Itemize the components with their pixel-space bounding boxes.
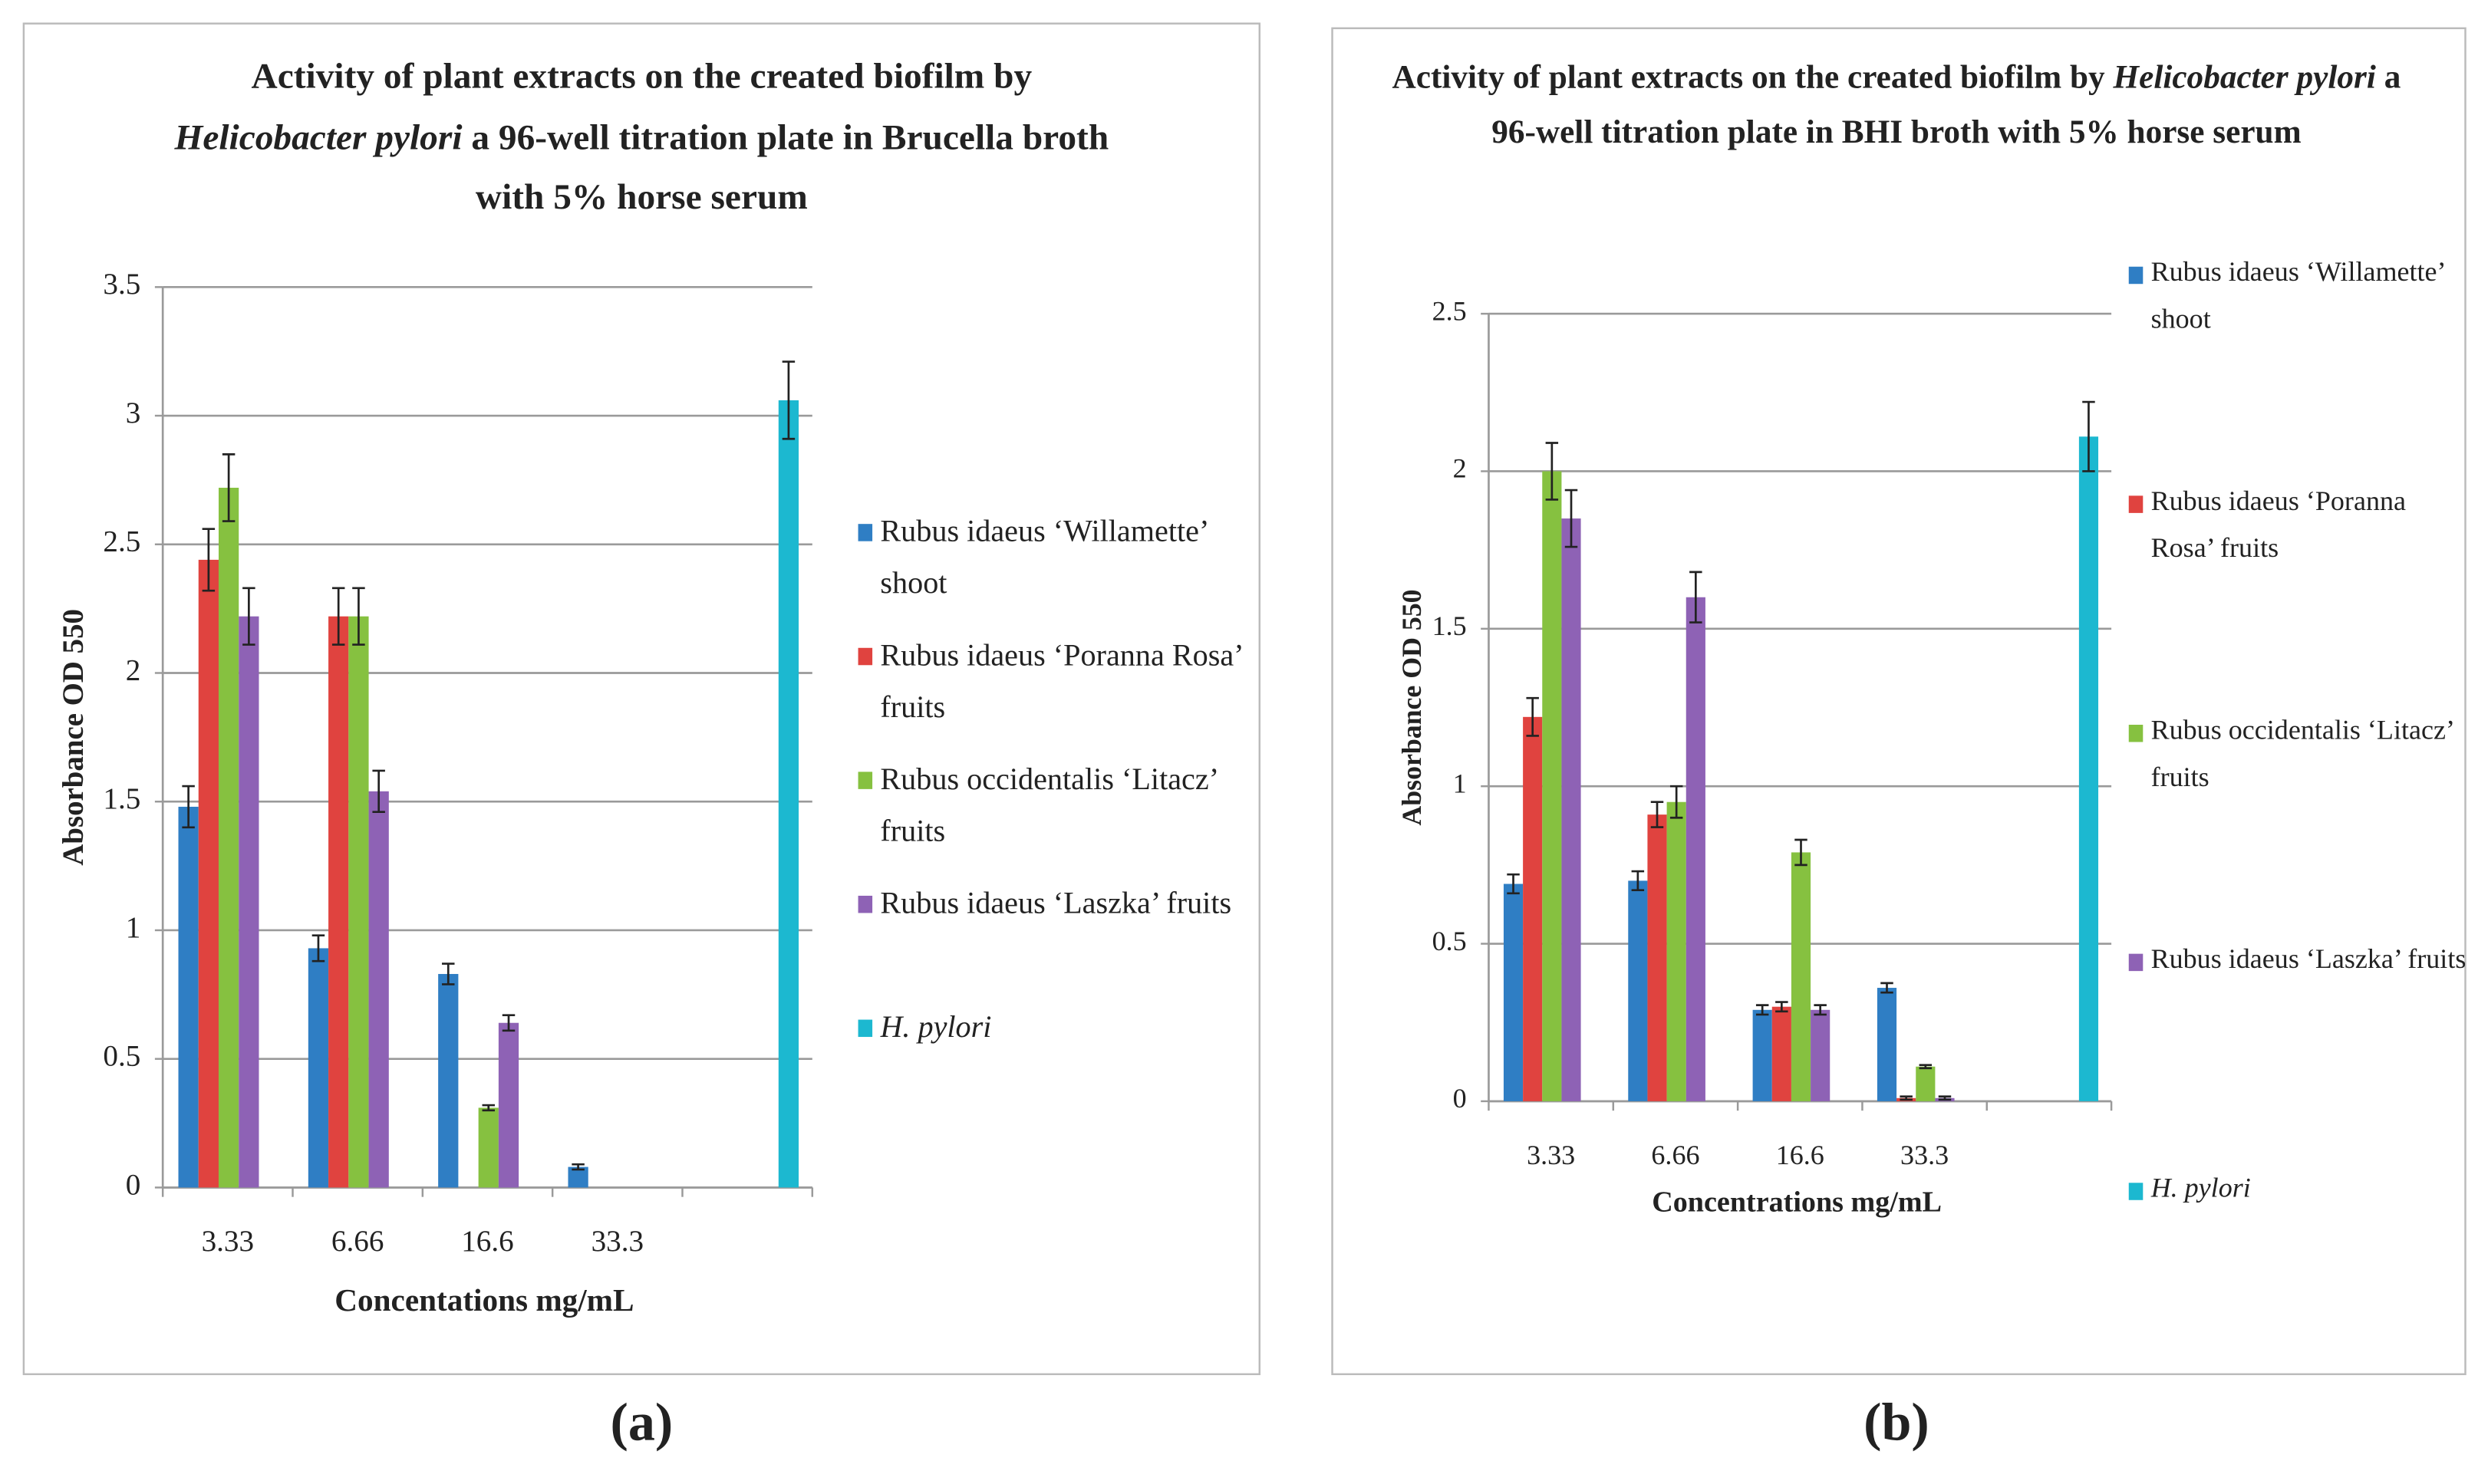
legend-swatch [2128, 495, 2144, 513]
legend-entry-box: Rubus idaeus ‘Laszka’ fruits [880, 887, 1232, 921]
chart-title-part: Activity of plant extracts on the create… [1392, 58, 2114, 96]
y-tick-label: 2.5 [103, 525, 140, 558]
x-tick-label: 16.6 [1776, 1140, 1824, 1170]
y-tick-label: 2 [1453, 453, 1467, 484]
legend-label: Rubus idaeus ‘Willamette’ shoot [2150, 255, 2444, 334]
x-tick-label: 33.3 [591, 1225, 644, 1258]
bar [308, 948, 329, 1188]
chart-title-box: Activity of plant extracts on the create… [158, 47, 1125, 229]
bar [1503, 883, 1524, 1101]
chart-title: Activity of plant extracts on the create… [158, 47, 1125, 229]
legend-entry-box: Rubus idaeus ‘Poranna Rosa’ fruits [880, 640, 1242, 726]
chart-title-box: Activity of plant extracts on the create… [1391, 50, 2402, 160]
bar [1523, 716, 1543, 1101]
legend-swatch [2128, 266, 2144, 285]
bar [178, 806, 199, 1188]
bar [1647, 814, 1667, 1101]
x-axis-label: Concentrations mg/mL [1652, 1186, 1942, 1219]
legend-swatch [858, 1019, 873, 1038]
y-axis-label: Absorbance OD 550 [57, 609, 90, 866]
legend-label: H. pylori [2150, 1171, 2251, 1203]
x-tick-label: 16.6 [461, 1225, 513, 1258]
x-axis-label: Concentations mg/mL [334, 1282, 634, 1318]
bar [2078, 436, 2099, 1101]
y-tick-label: 3.5 [103, 268, 140, 301]
legend-swatch [2128, 725, 2144, 742]
legend-entry-box: Rubus idaeus ‘Willamette’ shoot [880, 515, 1208, 601]
legend-swatch [858, 647, 873, 666]
bar [478, 1107, 499, 1188]
bar [239, 616, 259, 1188]
x-tick-label: 6.66 [331, 1225, 384, 1258]
chart-title-part: a 96-well titration plate in BHI broth w… [1491, 58, 2401, 151]
y-tick-label: 2 [126, 654, 141, 687]
chart-title-part: Activity of plant extracts on the create… [251, 56, 1033, 96]
x-tick-label: 33.3 [1900, 1140, 1949, 1170]
bar [1771, 1006, 1791, 1101]
panel-border [22, 22, 1261, 1376]
y-tick-label: 1.5 [1432, 610, 1467, 641]
bar [1561, 518, 1581, 1101]
chart-title: Activity of plant extracts on the create… [1391, 50, 2402, 160]
chart-title-part: Helicobacter pylori [2113, 58, 2376, 96]
bar [1628, 880, 1648, 1101]
chart-title-part: Helicobacter pylori [174, 117, 463, 156]
bar [1752, 1009, 1772, 1101]
bar [1916, 1066, 1936, 1101]
bar [1811, 1009, 1830, 1101]
legend-entry-box: Rubus idaeus ‘Laszka’ fruits [2150, 943, 2466, 975]
legend-swatch [858, 524, 873, 541]
bar [1542, 471, 1562, 1101]
legend-swatch [858, 895, 873, 913]
legend-label: Rubus idaeus ‘Poranna Rosa’ fruits [2150, 485, 2407, 563]
bar [198, 559, 219, 1188]
legend-swatch [858, 772, 873, 789]
x-tick-label: 3.33 [1527, 1140, 1575, 1170]
y-tick-label: 0.5 [103, 1040, 140, 1073]
y-tick-label: 2.5 [1432, 295, 1467, 326]
legend-label: H. pylori [880, 1012, 992, 1045]
y-tick-label: 0.5 [1432, 926, 1467, 956]
panel-label: (b) [1863, 1394, 1929, 1453]
bar [348, 616, 369, 1188]
legend-entry-box: Rubus idaeus ‘Willamette’ shoot [2150, 255, 2444, 334]
bar [218, 487, 239, 1188]
bar [1666, 801, 1686, 1101]
bar [1686, 597, 1705, 1101]
legend-entry-box: H. pylori [880, 1012, 992, 1045]
bar [1877, 988, 1897, 1101]
y-axis-label: Absorbance OD 550 [1396, 589, 1427, 825]
bar [498, 1022, 519, 1188]
legend-label: Rubus idaeus ‘Poranna Rosa’ fruits [880, 640, 1242, 726]
y-tick-label: 0 [1453, 1083, 1467, 1114]
bar [328, 616, 349, 1188]
legend-entry-box: H. pylori [2150, 1171, 2251, 1203]
chart-title-part: a 96-well titration plate in Brucella br… [462, 117, 1109, 217]
legend-label: Rubus occidentalis ‘Litacz’ fruits [880, 764, 1218, 849]
legend-swatch [2128, 953, 2144, 972]
legend-entry-box: Rubus occidentalis ‘Litacz’ fruits [880, 764, 1218, 849]
panel-label: (a) [611, 1394, 674, 1453]
panel-border [1331, 27, 2466, 1376]
legend-label: Rubus idaeus ‘Laszka’ fruits [880, 887, 1232, 921]
bar [438, 973, 459, 1188]
y-tick-label: 1 [1453, 768, 1467, 799]
bar [368, 791, 389, 1188]
legend-label: Rubus occidentalis ‘Litacz’ fruits [2150, 713, 2453, 792]
x-tick-label: 3.33 [202, 1225, 254, 1258]
y-tick-label: 1 [126, 911, 141, 944]
legend-entry-box: Rubus idaeus ‘Poranna Rosa’ fruits [2150, 485, 2407, 563]
legend-entry-box: Rubus occidentalis ‘Litacz’ fruits [2150, 713, 2453, 792]
y-tick-label: 0 [126, 1168, 141, 1201]
y-tick-label: 3 [126, 397, 141, 429]
bar [778, 400, 799, 1188]
y-tick-label: 1.5 [103, 782, 140, 815]
x-tick-label: 6.66 [1651, 1140, 1699, 1170]
legend-swatch [2128, 1183, 2144, 1200]
bar [1791, 852, 1811, 1101]
legend-label: Rubus idaeus ‘Laszka’ fruits [2150, 943, 2466, 975]
legend-label: Rubus idaeus ‘Willamette’ shoot [880, 515, 1208, 601]
